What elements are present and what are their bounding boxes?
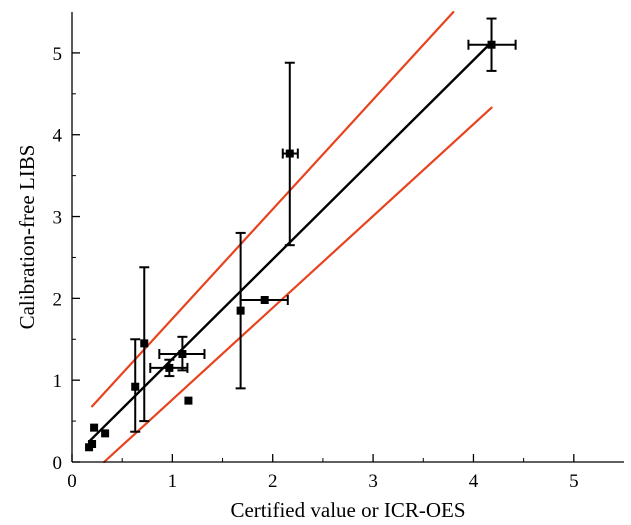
y-tick-label: 0 <box>53 453 63 474</box>
x-tick-label: 5 <box>569 471 579 492</box>
x-tick-label: 4 <box>469 471 479 492</box>
x-axis-title: Certified value or ICR-OES <box>230 498 465 522</box>
y-tick-label: 1 <box>53 371 63 392</box>
data-point-1 <box>88 440 97 448</box>
data-point-7 <box>178 350 187 358</box>
data-point-6 <box>165 363 174 372</box>
x-tick-label: 1 <box>168 471 178 492</box>
data-point-10 <box>260 296 269 304</box>
confidence-band-lower <box>103 106 493 464</box>
axis-ticks: 0 1 2 3 4 5 0 1 2 3 4 5 <box>53 44 579 492</box>
y-axis-title: Calibration-free LIBS <box>15 145 39 330</box>
plot-marks <box>85 10 517 464</box>
data-point-11 <box>285 149 294 158</box>
x-tick-label: 0 <box>67 471 77 492</box>
y-tick-label: 5 <box>53 44 63 65</box>
x-tick-label: 3 <box>368 471 378 492</box>
x-tick-label: 2 <box>268 471 278 492</box>
data-point-5 <box>140 339 149 348</box>
data-point-4 <box>131 382 140 391</box>
y-tick-label: 4 <box>53 126 63 147</box>
data-point-9 <box>236 306 245 315</box>
data-point-3 <box>101 429 110 438</box>
confidence-band-upper <box>90 10 455 408</box>
data-point-12 <box>487 40 496 49</box>
data-point-8 <box>184 396 193 405</box>
y-tick-label: 3 <box>53 208 63 229</box>
data-point-2 <box>90 423 99 432</box>
y-tick-label: 2 <box>53 289 63 310</box>
